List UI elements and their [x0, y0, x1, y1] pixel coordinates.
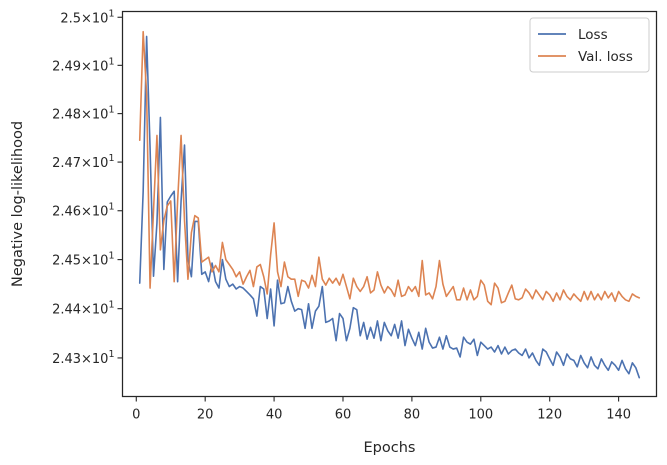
- legend-label-val-loss: Val. loss: [578, 49, 633, 65]
- legend-label-loss: Loss: [578, 27, 608, 43]
- x-tick-label: 120: [537, 408, 562, 423]
- y-tick-label: 2.48×101: [52, 105, 114, 123]
- y-axis-label: Negative log-likelihood: [10, 121, 26, 287]
- legend-box: [529, 17, 650, 73]
- plot-frame: [121, 10, 658, 398]
- x-tick-label: 100: [468, 408, 493, 423]
- x-tick-label: 40: [266, 408, 283, 423]
- legend: Loss Val. loss: [529, 17, 650, 73]
- y-tick-label: 2.44×101: [52, 300, 114, 318]
- y-tick-label: 2.47×101: [52, 153, 114, 171]
- series-line-loss: [138, 35, 641, 379]
- x-axis-label: Epochs: [364, 440, 416, 456]
- plot-content: [138, 30, 641, 379]
- y-tick-label: 2.49×101: [52, 56, 114, 74]
- y-tick-label: 2.43×101: [52, 349, 114, 367]
- x-tick-label: 60: [335, 408, 352, 423]
- series-line-val-loss: [138, 30, 641, 306]
- x-tick-label: 140: [606, 408, 631, 423]
- y-tick-label: 2.5×101: [60, 8, 114, 26]
- x-tick-label: 80: [404, 408, 421, 423]
- y-tick-label: 2.46×101: [52, 202, 114, 220]
- x-tick-label: 0: [132, 408, 140, 423]
- y-axis: 2.43×101 2.44×101 2.45×101 2.46×101 2.47×101…: [52, 8, 123, 367]
- y-tick-label: 2.45×101: [52, 251, 114, 269]
- x-axis: 0 20 40 60 80 100 120 140: [132, 396, 631, 423]
- x-tick-label: 20: [197, 408, 214, 423]
